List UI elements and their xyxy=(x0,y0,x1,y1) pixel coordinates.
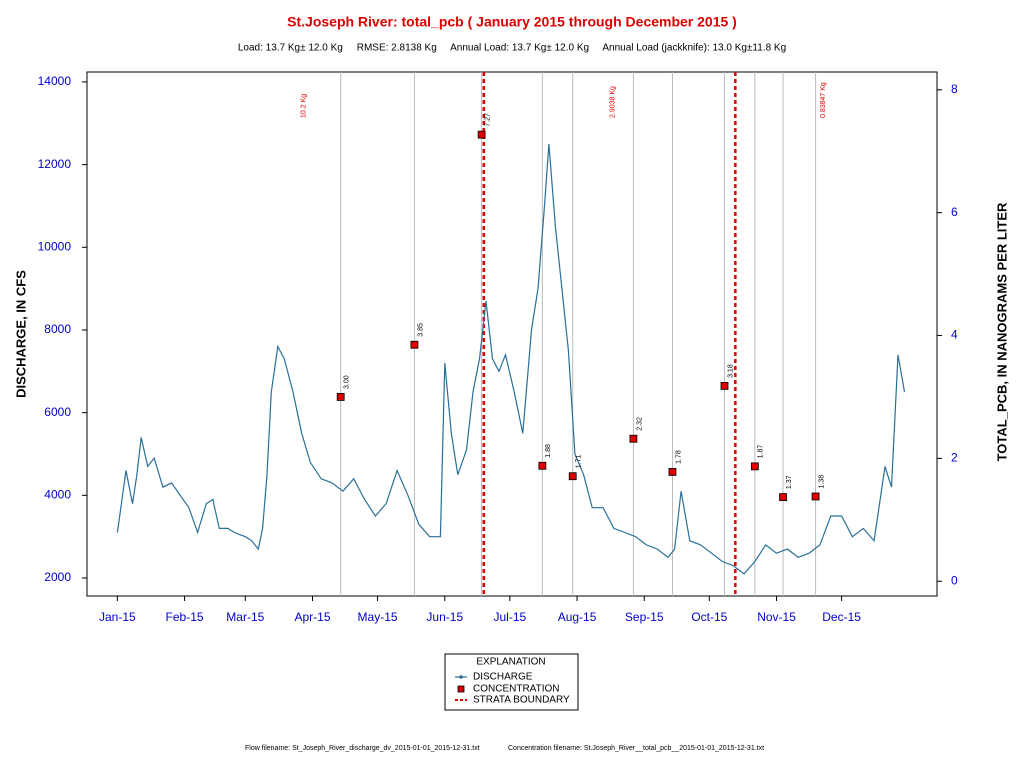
x-tick-label: Jul-15 xyxy=(493,610,526,624)
value-label: 1.78 xyxy=(675,450,682,464)
value-label: 1.88 xyxy=(545,444,552,458)
concentration-point xyxy=(668,468,677,476)
value-label: 1.71 xyxy=(576,454,583,468)
y-tick-label: 10000 xyxy=(38,239,72,253)
y-tick-label: 14000 xyxy=(38,74,72,88)
y-tick-label: 4000 xyxy=(44,488,71,502)
y2-tick-label: 2 xyxy=(951,451,958,465)
y-tick-label: 2000 xyxy=(44,570,71,584)
x-tick-label: Dec-15 xyxy=(822,610,861,624)
concentration-point xyxy=(720,382,729,390)
concentration-point xyxy=(477,130,486,139)
x-tick-label: Jun-15 xyxy=(426,610,463,624)
x-tick-label: Mar-15 xyxy=(226,610,264,624)
legend-box xyxy=(444,653,579,711)
y2-tick-label: 8 xyxy=(951,82,958,96)
legend-title: EXPLANATION xyxy=(476,657,545,668)
concentration-point xyxy=(538,461,547,470)
value-label: 3.85 xyxy=(417,323,424,337)
x-tick-label: Aug-15 xyxy=(558,610,597,624)
value-label: 7.27 xyxy=(484,113,491,127)
legend-label: CONCENTRATION xyxy=(473,684,559,695)
strata-load: 2.9038 Kg xyxy=(609,86,616,118)
concentration-point xyxy=(750,462,759,471)
value-label: 2.32 xyxy=(636,417,643,431)
y-axis-label: DISCHARGE, IN CFS xyxy=(13,270,28,398)
discharge-line xyxy=(116,143,906,575)
legend-label: DISCHARGE xyxy=(473,672,533,683)
x-tick-label: May-15 xyxy=(358,610,398,624)
y2-tick-label: 6 xyxy=(951,205,958,219)
y-tick-label: 8000 xyxy=(44,322,71,336)
y2-tick-label: 0 xyxy=(951,573,958,587)
x-tick-label: Jan-15 xyxy=(99,610,136,624)
y2-axis-label: TOTAL_PCB, IN NANOGRAMS PER LITER xyxy=(994,202,1009,461)
strata-load: 10.2 Kg xyxy=(300,94,307,118)
footer-text: Concentration filename: St.Joseph_River_… xyxy=(508,745,764,752)
concentration-point xyxy=(568,472,577,481)
strata-load: 0.83847 Kg xyxy=(820,82,827,118)
value-label: 1.38 xyxy=(818,475,825,489)
x-tick-label: Feb-15 xyxy=(166,610,204,624)
legend-label: STRATA BOUNDARY xyxy=(473,695,570,706)
value-label: 3.00 xyxy=(344,375,351,389)
x-tick-label: Sep-15 xyxy=(625,610,664,624)
x-tick-label: Nov-15 xyxy=(757,610,796,624)
concentration-point xyxy=(410,340,419,349)
chart-title: St.Joseph River: total_pcb ( January 201… xyxy=(287,14,737,30)
concentration-point xyxy=(779,493,787,501)
concentration-point xyxy=(811,492,820,501)
y-tick-label: 6000 xyxy=(44,405,71,419)
footer-text: Flow filename: St_Joseph_River_discharge… xyxy=(245,745,480,752)
legend-marker xyxy=(457,685,465,693)
chart-subtitle: Load: 13.7 Kg± 12.0 Kg RMSE: 2.8138 Kg A… xyxy=(238,43,786,54)
value-label: 1.87 xyxy=(758,445,765,459)
plot-frame xyxy=(86,71,938,597)
y-tick-label: 12000 xyxy=(38,157,72,171)
value-label: 1.37 xyxy=(786,475,793,489)
concentration-point xyxy=(336,393,345,401)
y2-tick-label: 4 xyxy=(951,328,958,342)
x-tick-label: Apr-15 xyxy=(294,610,330,624)
value-label: 3.18 xyxy=(727,364,734,378)
legend-dot xyxy=(459,675,463,679)
x-tick-label: Oct-15 xyxy=(691,610,727,624)
concentration-point xyxy=(629,434,638,443)
